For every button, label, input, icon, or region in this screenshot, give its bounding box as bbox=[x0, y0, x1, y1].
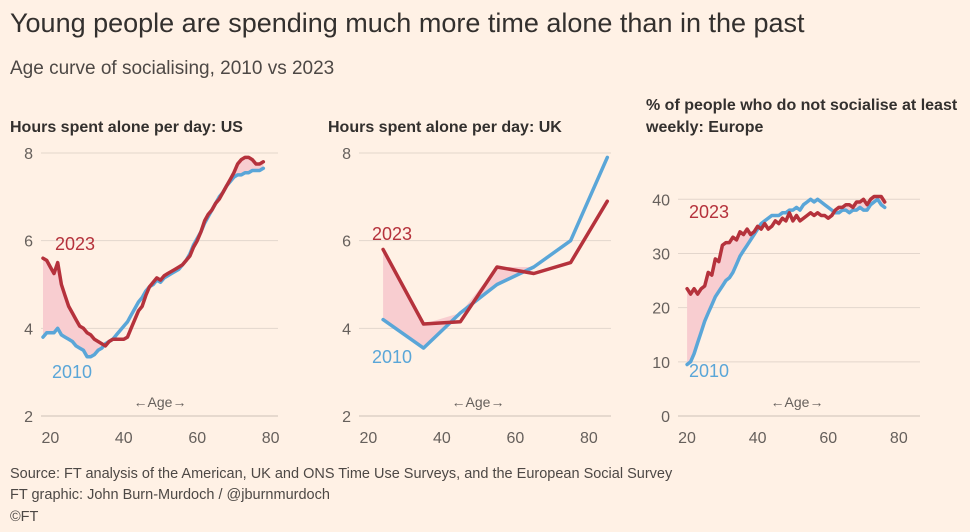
panel3-x-tick-label: 60 bbox=[819, 430, 837, 447]
panel1-x-tick-label: 20 bbox=[41, 430, 59, 447]
panel1-label-2023: 2023 bbox=[55, 234, 95, 254]
panel3-y-tick-label: 20 bbox=[652, 301, 670, 318]
panel1-gap-area bbox=[43, 157, 264, 357]
panel3-label-2010: 2010 bbox=[689, 361, 729, 381]
credit-note: FT graphic: John Burn-Murdoch / @jburnmu… bbox=[10, 487, 330, 503]
chart-title: Young people are spending much more time… bbox=[10, 8, 805, 38]
chart-subtitle: Age curve of socialising, 2010 vs 2023 bbox=[10, 58, 335, 79]
panel1-x-tick-label: 40 bbox=[115, 430, 133, 447]
panel1-label-2010: 2010 bbox=[52, 362, 92, 382]
panel3-x-tick-label: 40 bbox=[749, 430, 767, 447]
panel3-age-label: ←Age→ bbox=[771, 394, 824, 410]
panel1-y-tick-label: 4 bbox=[24, 321, 33, 338]
panel2-line-2010 bbox=[381, 155, 610, 350]
copyright-note: ©FT bbox=[10, 509, 39, 525]
panel-title-uk: Hours spent alone per day: UK bbox=[328, 119, 562, 136]
panel1-x-tick-label: 60 bbox=[188, 430, 206, 447]
panel2-y-tick-label: 8 bbox=[342, 146, 351, 163]
panel2-label-2010: 2010 bbox=[372, 347, 412, 367]
source-note: Source: FT analysis of the American, UK … bbox=[10, 466, 673, 482]
panel-title-europe: % of people who do not socialise at leas… bbox=[646, 97, 958, 136]
panel1-y-tick-label: 8 bbox=[24, 146, 33, 163]
panel2-age-label: ←Age→ bbox=[452, 394, 505, 410]
panel3-line-2010 bbox=[685, 197, 887, 367]
panel1-line-2023 bbox=[41, 155, 266, 348]
panel2-y-tick-label: 2 bbox=[342, 409, 351, 426]
panel3-line-2023 bbox=[685, 194, 887, 296]
panel3-label-2023: 2023 bbox=[689, 202, 729, 222]
panel3-x-tick-label: 80 bbox=[890, 430, 908, 447]
panel2-label-2023: 2023 bbox=[372, 224, 412, 244]
panel3-y-tick-label: 30 bbox=[652, 246, 670, 263]
panel1-y-tick-label: 6 bbox=[24, 234, 33, 251]
panel1-y-tick-label: 2 bbox=[24, 409, 33, 426]
panel-title-us: Hours spent alone per day: US bbox=[10, 119, 243, 136]
panel3-y-tick-label: 40 bbox=[652, 192, 670, 209]
panel3-y-tick-label: 0 bbox=[661, 409, 670, 426]
panel2-line-2023 bbox=[381, 199, 610, 326]
panel2-x-tick-label: 80 bbox=[580, 430, 598, 447]
panel2-x-tick-label: 20 bbox=[359, 430, 377, 447]
panel3-y-tick-label: 10 bbox=[652, 355, 670, 372]
panel1-x-tick-label: 80 bbox=[262, 430, 280, 447]
panel2-gap-area bbox=[383, 157, 608, 349]
panel2-x-tick-label: 40 bbox=[433, 430, 451, 447]
panel1-age-label: ←Age→ bbox=[134, 394, 187, 410]
panel2-y-tick-label: 4 bbox=[342, 321, 351, 338]
panel2-x-tick-label: 60 bbox=[507, 430, 525, 447]
panel3-x-tick-label: 20 bbox=[678, 430, 696, 447]
panel2-y-tick-label: 6 bbox=[342, 234, 351, 251]
